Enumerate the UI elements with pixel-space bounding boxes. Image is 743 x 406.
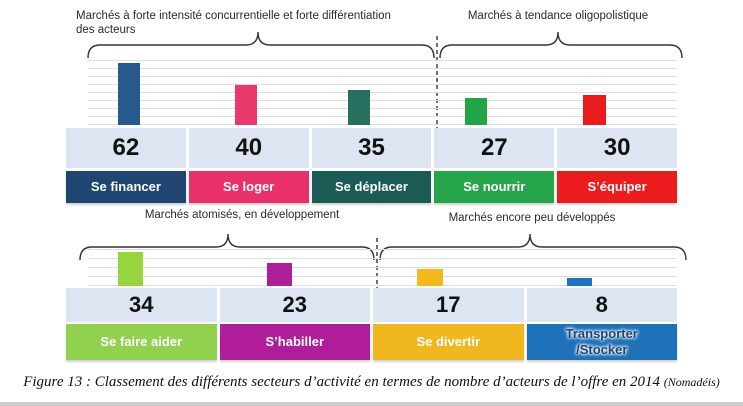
category-cell-se-loger: Se loger: [188, 171, 309, 203]
top-values-row: 62 40 35 27 30: [66, 128, 677, 168]
value-cell-se-nourrir: 27: [434, 128, 555, 168]
group-label-concurrentiel: Marchés à forte intensité concurrentiell…: [76, 10, 391, 36]
bottom-chart-plot: [88, 248, 677, 286]
category-cell-s-habiller: S’habiller: [219, 324, 370, 360]
value-cell-transporter-stocker: 8: [526, 288, 677, 322]
bar-se-deplacer: [348, 90, 370, 125]
bar-s-equiper: [583, 95, 606, 125]
category-cell-se-deplacer: Se déplacer: [311, 171, 432, 203]
bar-se-faire-aider: [118, 252, 143, 286]
value-cell-se-faire-aider: 34: [66, 288, 217, 322]
bar-se-nourrir: [465, 98, 487, 125]
category-cell-se-financer: Se financer: [66, 171, 186, 203]
bar-se-financer: [118, 63, 140, 125]
category-cell-se-faire-aider: Se faire aider: [66, 324, 217, 360]
top-category-row: Se financer Se loger Se déplacer Se nour…: [66, 171, 677, 203]
bottom-values-row: 34 23 17 8: [66, 288, 677, 322]
category-cell-se-divertir: Se divertir: [373, 324, 524, 360]
bottom-category-row: Se faire aider S’habiller Se divertir Tr…: [66, 324, 677, 360]
group-label-oligopolistique: Marchés à tendance oligopolistique: [467, 10, 649, 22]
value-cell-se-financer: 62: [66, 128, 186, 168]
bar-transporter-stocker: [567, 278, 592, 286]
bar-se-loger: [235, 85, 257, 125]
figure-caption-source: (Nomadéis): [663, 375, 720, 389]
page-bottom-edge: [0, 402, 743, 406]
value-cell-s-habiller: 23: [219, 288, 370, 322]
group-label-atomises: Marchés atomisés, en développement: [144, 209, 340, 221]
category-cell-se-nourrir: Se nourrir: [434, 171, 555, 203]
figure-caption-text: Figure 13 : Classement des différents se…: [23, 374, 661, 390]
value-cell-s-equiper: 30: [557, 128, 677, 168]
bar-s-habiller: [267, 263, 292, 286]
value-cell-se-deplacer: 35: [311, 128, 432, 168]
bar-se-divertir: [417, 269, 443, 286]
category-cell-s-equiper: S’équiper: [557, 171, 677, 203]
value-cell-se-loger: 40: [188, 128, 309, 168]
group-label-peu-developpes: Marchés encore peu développés: [448, 212, 616, 224]
figure-caption: Figure 13 : Classement des différents se…: [0, 374, 743, 391]
category-cell-transporter-stocker: Transporter /Stocker: [526, 324, 677, 360]
value-cell-se-divertir: 17: [373, 288, 524, 322]
top-chart-plot: [88, 55, 677, 125]
